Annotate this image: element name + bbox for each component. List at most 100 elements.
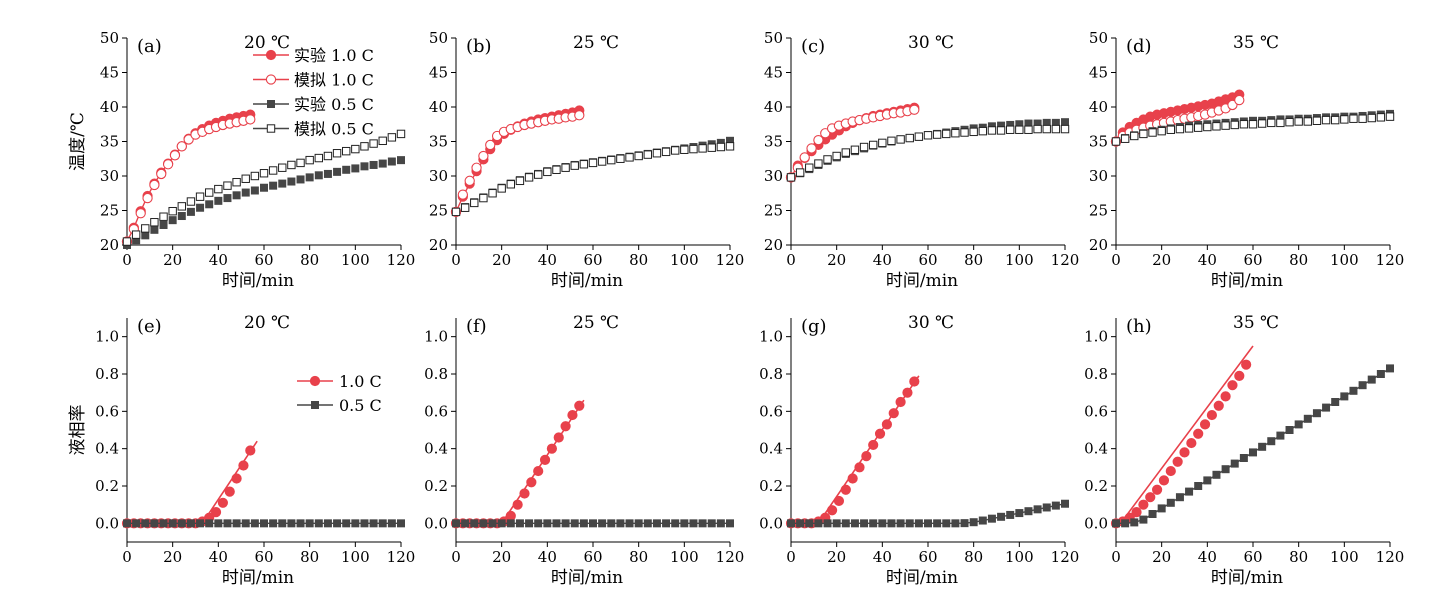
- data-point: [525, 519, 534, 528]
- data-point: [652, 149, 662, 158]
- data-point: [1130, 518, 1139, 527]
- data-point: [159, 220, 168, 229]
- data-point: [827, 505, 838, 516]
- data-point: [616, 519, 625, 528]
- y-tick-label: 0.6: [759, 402, 783, 420]
- data-point: [1221, 121, 1230, 130]
- series-c05: [452, 519, 734, 528]
- x-tick-label: 60: [254, 548, 273, 566]
- data-point: [570, 519, 579, 528]
- data-point: [861, 451, 872, 462]
- y-tick-label: 1.0: [424, 328, 448, 346]
- data-point: [122, 237, 132, 246]
- data-point: [214, 184, 223, 194]
- x-tick-label: 0: [1111, 251, 1121, 269]
- panel-label: (g): [801, 316, 827, 337]
- data-point: [969, 127, 978, 137]
- legend-label: 模拟 0.5 C: [294, 120, 374, 139]
- x-tick-label: 60: [254, 251, 273, 269]
- data-point: [323, 519, 332, 528]
- data-point: [1158, 475, 1170, 486]
- data-point: [333, 519, 342, 528]
- data-point: [387, 157, 396, 166]
- data-point: [1258, 442, 1267, 451]
- data-point: [515, 519, 524, 528]
- y-tick-label: 40: [100, 98, 119, 116]
- panel-label: (b): [466, 36, 492, 57]
- data-point: [1206, 409, 1218, 421]
- y-tick-label: 0.6: [424, 402, 448, 420]
- data-point: [561, 519, 570, 528]
- data-point: [869, 519, 878, 528]
- data-point: [1148, 128, 1157, 137]
- series-c1: [450, 399, 585, 529]
- y-tick-label: 1.0: [759, 328, 783, 346]
- legend-marker: [267, 100, 275, 108]
- y-axis-label: 温度/℃: [68, 112, 88, 171]
- y-tick-label: 0.2: [1084, 477, 1108, 495]
- data-point: [1015, 509, 1024, 518]
- data-point: [823, 155, 832, 164]
- temperature-label: 35 ℃: [1233, 33, 1279, 53]
- data-point: [707, 143, 716, 152]
- panel-f: 0 20 40 60 80 100 120 0.0 0.2 0.4 0.6 0.8 1.0 时间/min (…: [424, 313, 744, 588]
- temperature-label: 25 ℃: [573, 33, 619, 53]
- data-point: [1220, 391, 1231, 402]
- data-point: [451, 207, 461, 217]
- data-point: [1321, 115, 1331, 125]
- y-tick-label: 30: [429, 167, 448, 185]
- series-line: [126, 113, 251, 242]
- data-point: [260, 183, 268, 192]
- panel-label: (c): [801, 36, 825, 57]
- data-point: [159, 519, 168, 528]
- x-tick-label: 100: [341, 548, 370, 566]
- y-tick-label: 20: [764, 236, 783, 254]
- x-axis-label: 时间/min: [886, 568, 958, 588]
- x-tick-label: 40: [209, 251, 228, 269]
- data-point: [787, 519, 795, 528]
- data-point: [652, 519, 661, 528]
- data-point: [1349, 114, 1358, 123]
- y-tick-label: 50: [1089, 29, 1108, 47]
- data-point: [332, 149, 342, 158]
- x-tick-label: 20: [1152, 251, 1171, 269]
- data-point: [333, 167, 342, 176]
- data-point: [452, 519, 460, 528]
- data-point: [241, 519, 250, 528]
- data-point: [909, 376, 920, 387]
- x-tick-label: 80: [964, 548, 983, 566]
- data-point: [1194, 123, 1203, 132]
- panel-label: (e): [137, 316, 162, 337]
- data-point: [241, 174, 250, 183]
- data-point: [1358, 114, 1367, 123]
- data-point: [1349, 386, 1358, 395]
- data-point: [250, 519, 259, 528]
- legend-marker: [311, 401, 319, 409]
- data-point: [1152, 484, 1163, 495]
- data-point: [1051, 118, 1060, 127]
- x-tick-label: 40: [538, 548, 557, 566]
- data-point: [840, 484, 851, 495]
- x-tick-label: 60: [918, 548, 937, 566]
- data-point: [387, 519, 396, 528]
- data-point: [905, 133, 914, 143]
- y-tick-label: 0.4: [95, 440, 119, 458]
- x-tick-label: 40: [209, 548, 228, 566]
- x-tick-label: 80: [1289, 251, 1308, 269]
- y-tick-label: 25: [100, 202, 119, 220]
- data-point: [726, 136, 734, 145]
- data-point: [832, 519, 841, 528]
- data-point: [698, 144, 707, 153]
- data-point: [241, 188, 250, 197]
- x-tick-label: 0: [122, 251, 132, 269]
- data-point: [860, 519, 869, 528]
- data-point: [1121, 519, 1130, 528]
- data-point: [177, 212, 186, 221]
- data-point: [1166, 125, 1175, 134]
- y-tick-label: 0.2: [759, 477, 783, 495]
- data-point: [814, 519, 823, 528]
- legend-marker: [265, 74, 277, 85]
- legend-item-exp1: 实验 1.0 C: [253, 46, 374, 65]
- data-point: [888, 408, 899, 419]
- data-point: [232, 178, 241, 187]
